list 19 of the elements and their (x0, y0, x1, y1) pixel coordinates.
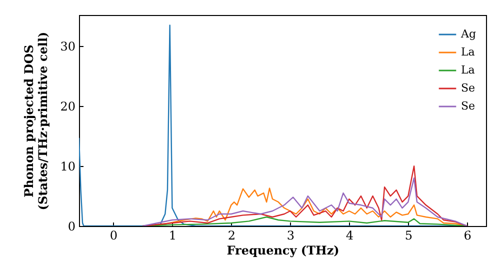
x-tick-label: 0 (110, 228, 118, 242)
x-tick-label: 5 (404, 228, 412, 242)
x-axis-title: Frequency (THz) (226, 244, 340, 258)
x-tick-label: 4 (346, 228, 354, 242)
y-tick-label: 10 (60, 160, 76, 174)
legend-label: Se (461, 82, 476, 94)
y-tick-label: 20 (60, 100, 76, 114)
y-axis-title: Phonon projected DOS (States/THz·primitive cell) (22, 32, 50, 210)
legend-label: La (461, 64, 476, 76)
line-series (142, 177, 468, 226)
legend-label: Ag (460, 28, 476, 40)
y-tick-label: 0 (68, 220, 76, 234)
x-tick-label: 2 (228, 228, 236, 242)
legend-label: La (461, 46, 476, 58)
legend-label: Se (461, 100, 476, 112)
x-tick-label: 6 (464, 228, 472, 242)
x-tick-label: 1 (168, 228, 177, 242)
y-tick-label: 30 (60, 40, 76, 54)
x-tick-label: 3 (286, 228, 294, 242)
